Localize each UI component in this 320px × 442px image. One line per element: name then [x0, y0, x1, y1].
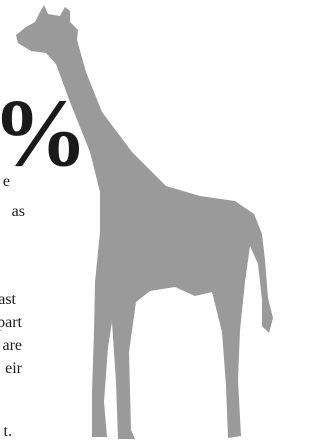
text-line: are: [2, 337, 22, 354]
page: {"big_symbol": "%", "text_lines": ["e", …: [0, 0, 280, 442]
text-line: t.: [4, 423, 12, 440]
text-block: eas ast part are eir t.: [0, 173, 25, 440]
text-line: e: [3, 173, 10, 190]
giraffe-silhouette: [16, 5, 273, 439]
text-line: ast: [0, 291, 17, 308]
text-line: as: [12, 203, 25, 220]
text-line: part: [0, 314, 23, 331]
text-line: eir: [5, 360, 23, 377]
